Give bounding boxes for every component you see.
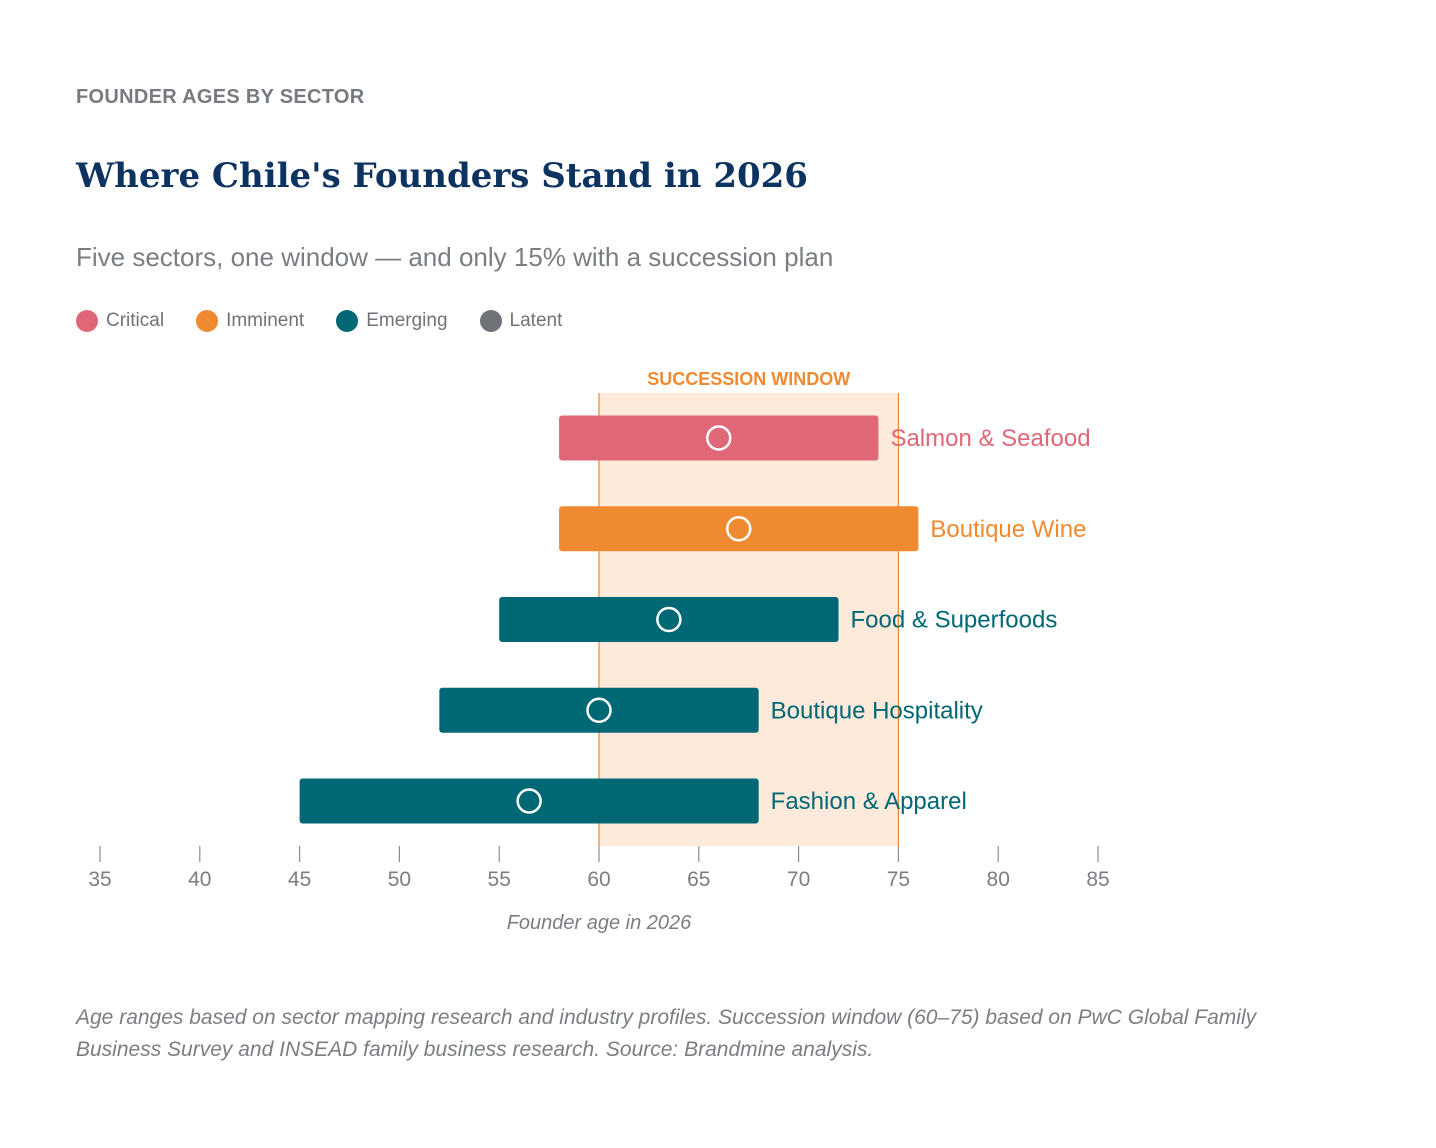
- legend: Critical Imminent Emerging Latent: [76, 310, 594, 332]
- x-tick-label-85: 85: [1086, 868, 1109, 891]
- bar-boutique-wine: [559, 506, 919, 552]
- x-tick-label-40: 40: [188, 868, 211, 891]
- marker-boutique-wine: [725, 516, 752, 542]
- x-tick-label-50: 50: [388, 868, 411, 891]
- chart-subtitle: Five sectors, one window — and only 15% …: [76, 242, 834, 272]
- x-tick-label-35: 35: [88, 868, 111, 891]
- legend-label-emerging: Emerging: [366, 310, 448, 331]
- bar-label-boutique-wine: Boutique Wine: [930, 516, 1086, 543]
- x-tick-label-45: 45: [288, 868, 311, 891]
- legend-swatch-emerging: [336, 310, 359, 332]
- succession-window-label: SUCCESSION WINDOW: [647, 369, 850, 389]
- x-tick-label-70: 70: [787, 868, 810, 891]
- x-axis-label: Founder age in 2026: [507, 912, 692, 934]
- legend-swatch-critical: [76, 310, 98, 332]
- range-chart: SUCCESSION WINDOW Salmon & Seafood Boutiqu…: [88, 369, 1109, 934]
- chart-eyebrow: FOUNDER AGES BY SECTOR: [76, 86, 365, 108]
- bar-label-fashion-apparel: Fashion & Apparel: [771, 788, 967, 815]
- chart-title: Where Chile's Founders Stand in 2026: [76, 156, 808, 196]
- chart-footnote: Age ranges based on sector mapping resea…: [76, 1006, 1257, 1061]
- legend-item-imminent: Imminent: [196, 310, 304, 332]
- legend-label-imminent: Imminent: [226, 310, 305, 331]
- legend-label-latent: Latent: [509, 310, 563, 331]
- legend-item-critical: Critical: [76, 310, 164, 332]
- bar-fashion-apparel: [299, 778, 759, 824]
- x-tick-label-80: 80: [987, 868, 1010, 891]
- x-tick-label-55: 55: [488, 868, 511, 891]
- x-tick-label-75: 75: [887, 868, 910, 891]
- legend-label-critical: Critical: [106, 310, 165, 331]
- legend-swatch-latent: [479, 310, 502, 332]
- marker-boutique-hospitality: [586, 697, 612, 723]
- marker-fashion-apparel: [516, 788, 542, 814]
- bar-label-boutique-hospitality: Boutique Hospitality: [771, 697, 983, 724]
- bar-boutique-hospitality: [439, 687, 759, 733]
- bar-label-food-superfoods: Food & Superfoods: [851, 607, 1058, 634]
- marker-salmon-seafood: [706, 425, 732, 451]
- marker-food-superfoods: [656, 606, 682, 633]
- legend-item-latent: Latent: [479, 310, 563, 332]
- bar-label-salmon-seafood: Salmon & Seafood: [890, 425, 1090, 452]
- x-tick-label-60: 60: [587, 868, 610, 891]
- legend-swatch-imminent: [196, 310, 219, 332]
- bar-salmon-seafood: [559, 415, 879, 461]
- x-tick-label-65: 65: [687, 868, 710, 891]
- legend-item-emerging: Emerging: [336, 310, 448, 332]
- bar-food-superfoods: [499, 597, 839, 642]
